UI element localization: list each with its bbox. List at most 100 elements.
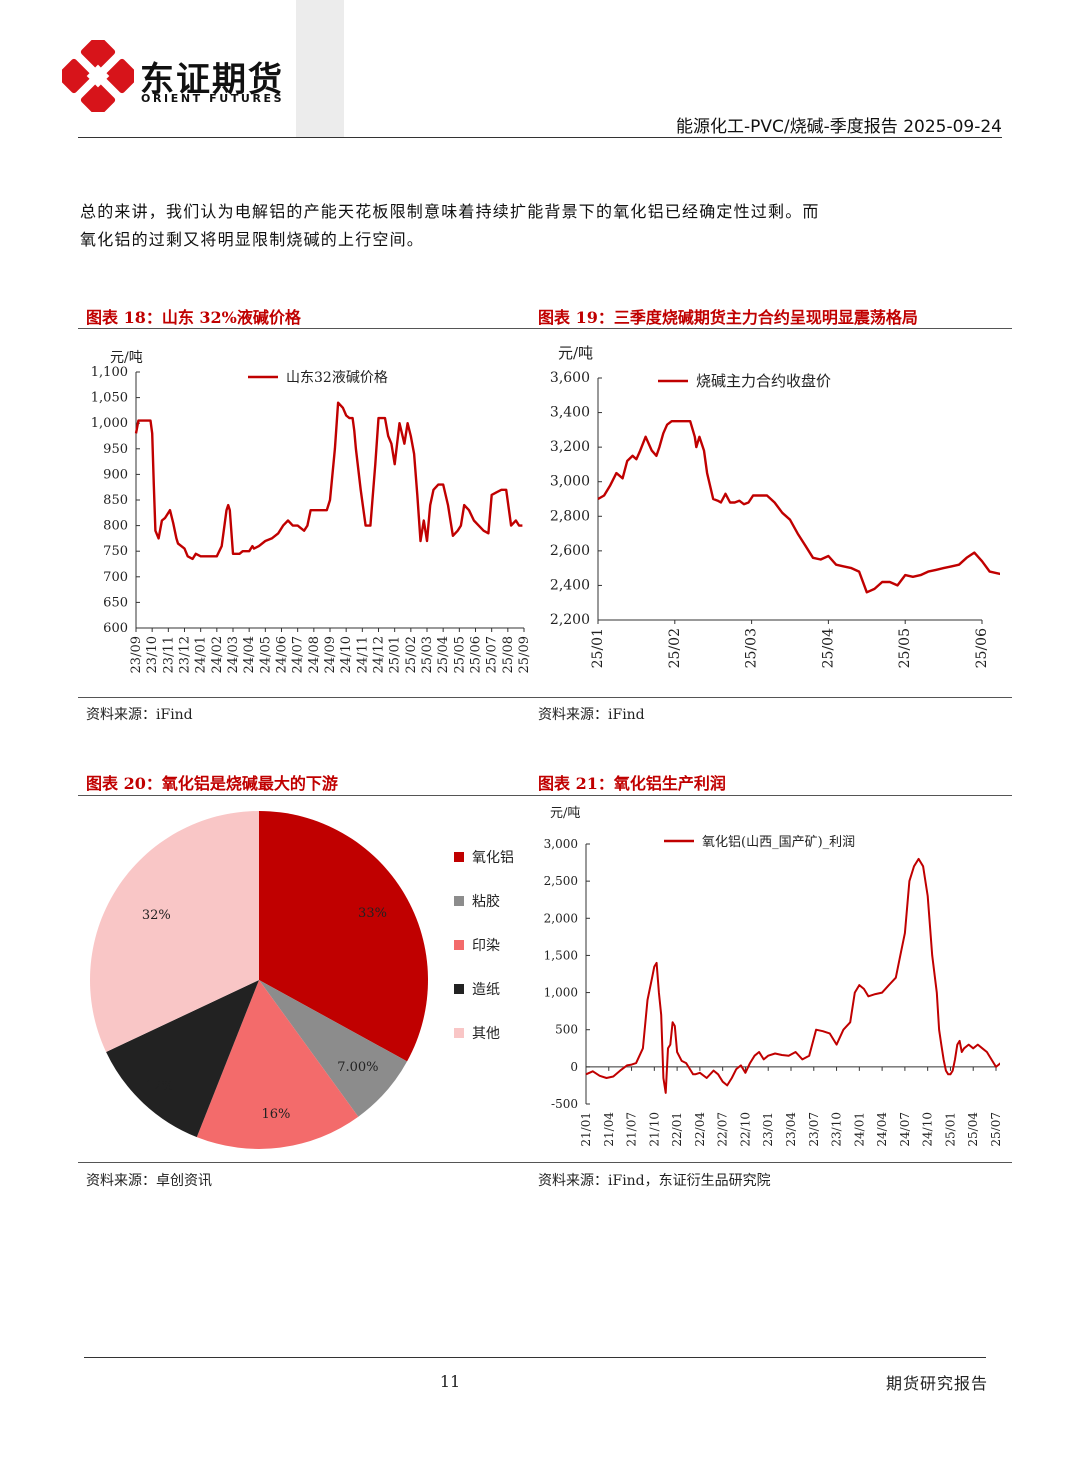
fig18-x-tick-label: 24/01 [194,636,209,673]
fig19-legend-label: 烧碱主力合约收盘价 [696,372,831,390]
company-name-cn: 东证期货 [140,60,284,100]
fig18-x-tick-label: 23/09 [129,636,144,673]
fig19-y-tick-label: 3,200 [550,439,590,455]
fig19-y-tick-label: 2,600 [550,543,590,559]
fig19-title: 图表 19：三季度烧碱期货主力合约呈现明显震荡格局 [538,308,918,327]
fig19-y-unit: 元/吨 [558,344,593,362]
fig21-x-tick-label: 24/04 [875,1112,889,1147]
fig18-x-tick-label: 24/05 [258,636,273,673]
fig21-series-line [585,857,1000,1094]
fig19-top-rule [530,328,1012,329]
pie-data-label: 32% [142,908,171,923]
fig18-x-tick-label: 25/03 [420,636,435,673]
fig21-y-unit: 元/吨 [550,806,580,821]
pie-data-label: 12% [145,1079,174,1094]
fig18-x-tick-label: 25/07 [485,636,500,673]
fig21-y-tick-label: 3,000 [544,837,578,851]
fig21-x-tick-label: 22/07 [716,1112,730,1147]
fig19-y-tick-label: 3,000 [550,474,590,490]
pie-slice-2 [196,980,359,1149]
fig21-x-tick-label: 25/04 [966,1112,980,1147]
pie-legend-label: 其他 [472,1026,500,1042]
fig18-x-tick-label: 24/03 [226,636,241,673]
fig19-x-tick-label: 25/03 [744,628,760,668]
fig21-y-tick-label: 500 [555,1023,578,1037]
pie-data-label: 16% [261,1107,290,1122]
fig21-x-tick-label: 22/01 [670,1112,684,1147]
fig18-x-tick-label: 24/04 [242,636,257,673]
fig18-legend-label: 山东32液碱价格 [286,370,388,386]
fig18-source: 资料来源：iFind [86,707,193,723]
fig21-x-tick-label: 23/10 [830,1112,844,1147]
fig18-x-tick-label: 25/09 [517,636,530,673]
fig18-x-tick-label: 24/11 [355,636,370,673]
page-number: 11 [439,1372,461,1391]
fig18-y-tick-label: 1,000 [91,416,128,431]
company-name-en: ORIENT FUTURES [141,92,285,105]
fig21-y-tick-label: -500 [551,1097,578,1111]
fig18-x-tick-label: 24/10 [339,636,354,673]
fig19-y-tick-label: 3,400 [550,405,590,421]
fig19-x-tick-label: 25/06 [974,628,990,668]
fig21-x-tick-label: 23/01 [761,1112,775,1147]
fig19-x-tick-label: 25/01 [590,628,606,668]
fig21-title: 图表 21：氧化铝生产利润 [538,774,726,793]
fig21-chart: -500 0 500 1,000 1,500 2,000 2,500 3,000 21/01 21… [544,806,1000,1147]
fig21-top-rule [530,795,1012,796]
pie-legend-swatch [454,852,464,862]
fig18-x-tick-label: 24/06 [275,636,290,673]
fig21-bottom-rule [530,1162,1012,1163]
fig21-x-tick-label: 21/07 [625,1112,639,1147]
fig21-x-tick-label: 23/07 [807,1112,821,1147]
pie-legend-label: 印染 [472,938,500,954]
fig18-y-tick-label: 900 [103,467,128,482]
fig19-y-tick-label: 2,400 [550,577,590,593]
fig19-series-line [597,420,1000,594]
fig18-x-tick-label: 25/06 [469,636,484,673]
fig18-x-tick-label: 23/12 [178,636,193,673]
pie-legend-swatch [454,984,464,994]
pie-legend-label: 氧化铝 [472,850,514,866]
pie-legend-swatch [454,896,464,906]
fig18-top-rule [78,328,530,329]
fig21-x-tick-label: 25/01 [943,1112,957,1147]
fig18-x-tick-label: 24/07 [291,636,306,673]
fig18-y-tick-label: 950 [103,442,128,457]
fig21-y-tick-label: 2,000 [544,911,578,925]
report-title: 能源化工-PVC/烧碱-季度报告 2025-09-24 [676,117,1002,137]
fig21-x-tick-label: 24/10 [921,1112,935,1147]
pie-data-label: 33% [358,906,387,921]
pie-legend-swatch [454,940,464,950]
fig18-y-tick-label: 650 [103,595,128,610]
fig21-x-tick-label: 24/01 [852,1112,866,1147]
fig18-x-tick-label: 25/02 [404,636,419,673]
header-divider [78,137,1002,138]
footer-divider [84,1357,986,1358]
fig18-x-tick-label: 23/10 [145,636,160,673]
header-grey-band [296,0,344,137]
fig20-bottom-rule [78,1162,530,1163]
fig18-y-tick-label: 750 [103,544,128,559]
fig19-bottom-rule [530,697,1012,698]
pie-slice-4 [89,811,260,1052]
fig18-y-tick-label: 800 [103,519,128,534]
fig18-x-tick-label: 25/04 [436,636,451,673]
fig18-x-tick-label: 23/11 [161,636,176,673]
pie-slice-0 [259,811,428,1062]
fig18-series-line [134,401,523,561]
fig21-x-tick-label: 25/07 [989,1112,1000,1147]
pie-data-label: 7.00% [337,1060,378,1075]
company-logo-icon [62,40,134,112]
fig19-y-tick-label: 2,800 [550,508,590,524]
fig21-x-tick-label: 21/04 [602,1112,616,1147]
fig19-chart: 2,200 2,400 2,600 2,800 3,000 3,200 3,400 3,600… [550,344,1000,668]
fig18-y-tick-label: 850 [103,493,128,508]
fig21-y-tick-label: 1,000 [544,986,578,1000]
fig18-x-tick-label: 25/08 [501,636,516,673]
pie-legend-label: 粘胶 [472,893,500,910]
fig18-x-tick-label: 25/05 [452,636,467,673]
pie-legend-label: 造纸 [472,982,500,998]
fig21-x-tick-label: 21/10 [647,1112,661,1147]
fig21-y-tick-label: 0 [570,1060,578,1074]
